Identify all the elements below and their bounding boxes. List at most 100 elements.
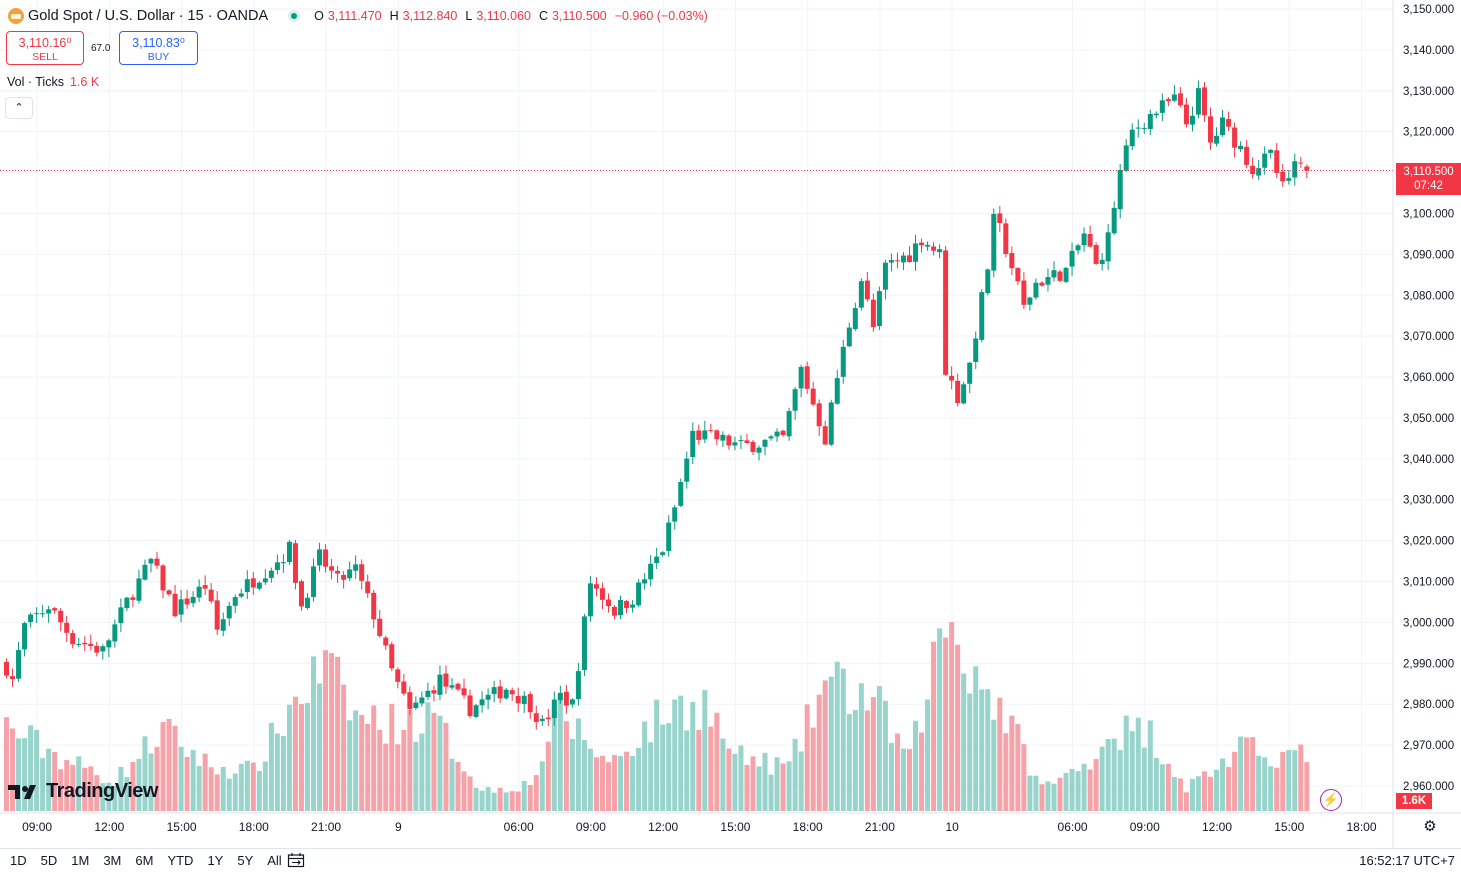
volume-bar [581,740,587,811]
volume-bar [1105,739,1111,811]
volume-bar [256,770,262,811]
range-1y[interactable]: 1Y [207,853,224,868]
time-tick-label: 09:00 [22,820,52,834]
volume-bar [545,741,551,811]
candle-body [58,610,64,623]
volume-bar [774,757,780,811]
volume-bar [1274,767,1280,811]
time-tick-label: 09:00 [576,820,606,834]
volume-bar [1220,758,1226,811]
volume-legend[interactable]: Vol · Ticks 1.6 K [7,75,99,89]
price-chart[interactable]: 3,150.000 3,140.000 3,130.000 3,120.000 3,11… [0,0,1461,848]
volume-bar [744,764,750,811]
candle-body [708,430,714,432]
volume-bar [178,746,184,811]
volume-bar [955,644,961,811]
candle-body [389,644,395,669]
volume-bar [1075,771,1081,811]
volume-bar [660,724,666,811]
volume-bar [10,728,16,811]
volume-bar [979,689,985,811]
candle-body [618,599,624,616]
candle-body [341,574,347,580]
last-price-value: 3,110.500 [1403,166,1454,178]
collapse-legend-button[interactable]: ⌃ [5,97,33,119]
volume-bar [196,765,202,811]
candle-body [870,299,876,328]
volume-bar [1208,776,1213,811]
volume-bar [52,752,58,811]
range-all[interactable]: All [267,853,282,868]
candle-body [371,592,377,620]
candle-body [1123,145,1129,171]
sell-button[interactable]: 3,110.16⁰ SELL [6,31,84,65]
volume-bar [335,656,341,811]
volume-bar [305,702,310,811]
date-range-icon[interactable] [287,852,305,868]
volume-bar [232,773,238,811]
candle-body [292,543,298,583]
candle-body [286,541,292,563]
candle-body [714,430,720,440]
volume-bar [280,735,286,811]
volume-bar [1177,778,1183,811]
symbol-title[interactable]: Gold Spot / U.S. Dollar · 15 · OANDA [28,8,269,24]
candle-body [214,600,220,630]
gear-icon[interactable]: ⚙ [1423,818,1437,835]
volume-bar [28,725,34,811]
volume-bar [329,653,335,811]
candle-body [888,260,894,263]
volume-bar [882,700,888,811]
candle-body [1081,233,1087,246]
candle-body [864,280,870,300]
volume-bar [298,704,304,811]
utc-clock[interactable]: 16:52:17 UTC+7 [1359,853,1455,868]
volume-bar [16,738,22,811]
volume-bar [931,641,937,811]
volume-bar [226,778,232,811]
volume-bar [792,738,798,811]
range-1d[interactable]: 1D [10,853,27,868]
candle-body [280,562,286,564]
candle-body [515,695,521,704]
volume-bar [624,751,630,811]
range-5d[interactable]: 5D [40,853,58,868]
candle-body [1015,268,1021,282]
tradingview-logo[interactable]: TradingView [8,780,158,803]
volume-bar [365,723,371,811]
price-tick-label: 2,970.000 [1403,740,1454,752]
range-3m[interactable]: 3M [103,853,122,868]
price-tick-label: 3,030.000 [1403,495,1454,507]
volume-bar [822,680,828,811]
candle-body [311,566,317,597]
volume-bar [250,762,256,811]
tradingview-mark-icon [8,784,36,799]
candle-body [1159,100,1165,113]
candle-body [1027,297,1033,305]
volume-bar [991,719,997,811]
candle-body [473,705,479,717]
range-6m[interactable]: 6M [135,853,154,868]
volume-bar [1195,776,1201,811]
candle-body [413,702,419,709]
buy-button[interactable]: 3,110.83⁰ BUY [119,31,198,65]
candle-body [882,262,888,290]
time-tick-label: 21:00 [865,820,895,834]
time-tick-label: 15:00 [720,820,750,834]
candle-body [816,403,822,427]
volume-bar [244,760,250,811]
range-ytd[interactable]: YTD [167,853,194,868]
volume-bar [407,709,413,811]
candle-body [401,681,407,694]
candle-body [1075,245,1081,251]
volume-bar [503,792,509,811]
volume-bar [94,775,100,811]
candle-body [774,431,780,437]
lightning-icon[interactable]: ⚡ [1320,789,1342,811]
candle-body [852,308,858,330]
range-5y[interactable]: 5Y [237,853,254,868]
range-1m[interactable]: 1M [71,853,90,868]
candle-body [545,717,551,720]
candle-body [184,598,190,605]
volume-badge: 1.6K [1396,793,1432,809]
